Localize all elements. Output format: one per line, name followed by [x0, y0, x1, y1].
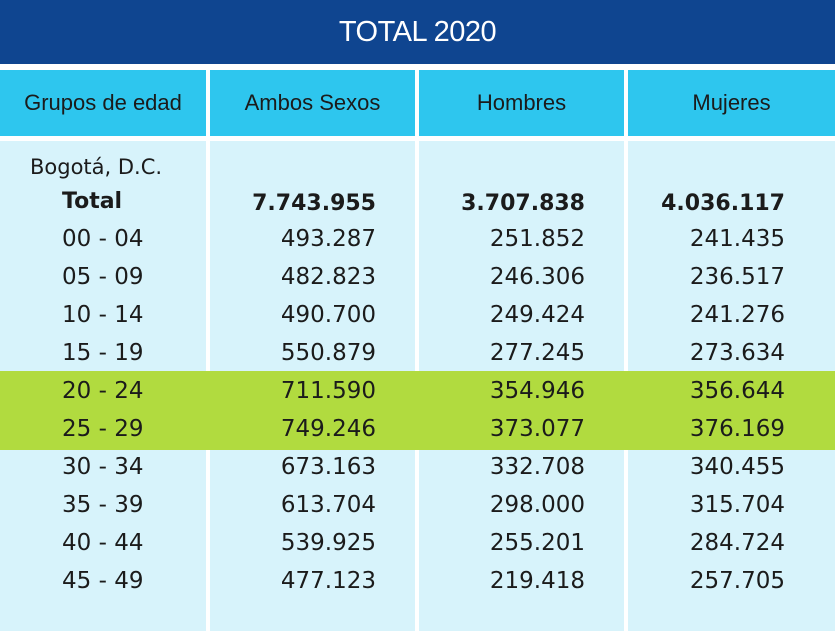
ambos-sexos-value: 493.287 [280, 226, 376, 252]
total-label: Total [62, 189, 123, 214]
total-hombres: 3.707.838 [461, 191, 585, 216]
mujeres-value: 356.644 [689, 378, 785, 404]
mujeres-value: 236.517 [689, 264, 785, 290]
highlight-band [0, 371, 835, 450]
ambos-sexos-value: 482.823 [280, 264, 376, 290]
age-group: 10 - 14 [62, 302, 144, 328]
mujeres-value: 284.724 [689, 530, 785, 556]
age-group: 25 - 29 [62, 416, 144, 442]
hombres-value: 298.000 [489, 492, 585, 518]
hombres-value: 219.418 [489, 568, 585, 594]
mujeres-value: 257.705 [689, 568, 785, 594]
region-label: Bogotá, D.C. [30, 155, 163, 179]
age-group: 15 - 19 [62, 340, 144, 366]
mujeres-value: 376.169 [689, 416, 785, 442]
total-ambos: 7.743.955 [252, 191, 376, 216]
ambos-sexos-value: 539.925 [280, 530, 376, 556]
hombres-value: 332.708 [489, 454, 585, 480]
header-hombres: Hombres [419, 70, 624, 136]
age-group: 20 - 24 [62, 378, 144, 404]
mujeres-value: 315.704 [689, 492, 785, 518]
age-group: 00 - 04 [62, 226, 144, 252]
ambos-sexos-value: 477.123 [280, 568, 376, 594]
age-group: 05 - 09 [62, 264, 144, 290]
mujeres-value: 241.276 [689, 302, 785, 328]
ambos-sexos-value: 550.879 [280, 340, 376, 366]
ambos-sexos-value: 613.704 [280, 492, 376, 518]
mujeres-value: 241.435 [689, 226, 785, 252]
hombres-value: 249.424 [489, 302, 585, 328]
ambos-sexos-value: 749.246 [280, 416, 376, 442]
table-title: TOTAL 2020 [0, 0, 835, 64]
header-mujeres: Mujeres [628, 70, 835, 136]
ambos-sexos-value: 490.700 [280, 302, 376, 328]
hombres-value: 251.852 [489, 226, 585, 252]
age-group: 40 - 44 [62, 530, 144, 556]
hombres-value: 354.946 [489, 378, 585, 404]
hombres-value: 255.201 [489, 530, 585, 556]
ambos-sexos-value: 673.163 [280, 454, 376, 480]
age-group: 30 - 34 [62, 454, 144, 480]
hombres-value: 277.245 [489, 340, 585, 366]
hombres-value: 246.306 [489, 264, 585, 290]
header-grupos-de-edad: Grupos de edad [0, 70, 206, 136]
header-ambos-sexos: Ambos Sexos [210, 70, 415, 136]
total-mujeres: 4.036.117 [661, 191, 785, 216]
mujeres-value: 340.455 [689, 454, 785, 480]
ambos-sexos-value: 711.590 [280, 378, 376, 404]
age-group: 35 - 39 [62, 492, 144, 518]
hombres-value: 373.077 [489, 416, 585, 442]
age-group: 45 - 49 [62, 568, 144, 594]
mujeres-value: 273.634 [689, 340, 785, 366]
